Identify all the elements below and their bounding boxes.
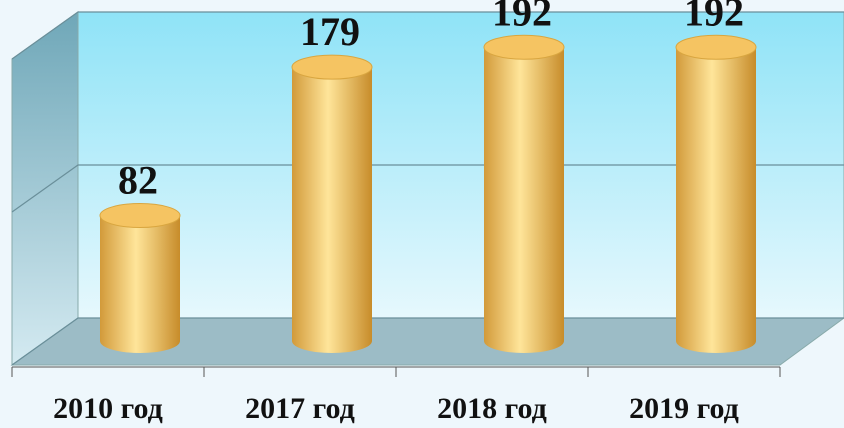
value-label: 192 xyxy=(684,0,744,34)
bar-body xyxy=(676,47,756,354)
bar xyxy=(99,203,181,353)
x-tick-label: 2018 год xyxy=(437,392,547,425)
bar-body xyxy=(100,215,180,353)
x-tick-label: 2010 год xyxy=(53,392,163,425)
grid-line xyxy=(11,317,844,366)
x-tick-label: 2017 год xyxy=(245,392,355,425)
bar-cap xyxy=(675,34,757,60)
bar xyxy=(675,34,757,354)
bar-cap xyxy=(483,34,565,60)
bar-cap xyxy=(291,54,373,80)
value-label: 82 xyxy=(118,158,158,203)
bar-cap xyxy=(99,203,181,229)
grid-line xyxy=(11,11,844,60)
value-label: 179 xyxy=(300,9,360,54)
value-label: 192 xyxy=(492,0,552,34)
bar xyxy=(291,54,373,353)
grid-line xyxy=(11,164,844,213)
bar-body xyxy=(292,67,372,353)
x-tick-label: 2019 год xyxy=(629,392,739,425)
bar xyxy=(483,34,565,354)
bar-body xyxy=(484,47,564,354)
